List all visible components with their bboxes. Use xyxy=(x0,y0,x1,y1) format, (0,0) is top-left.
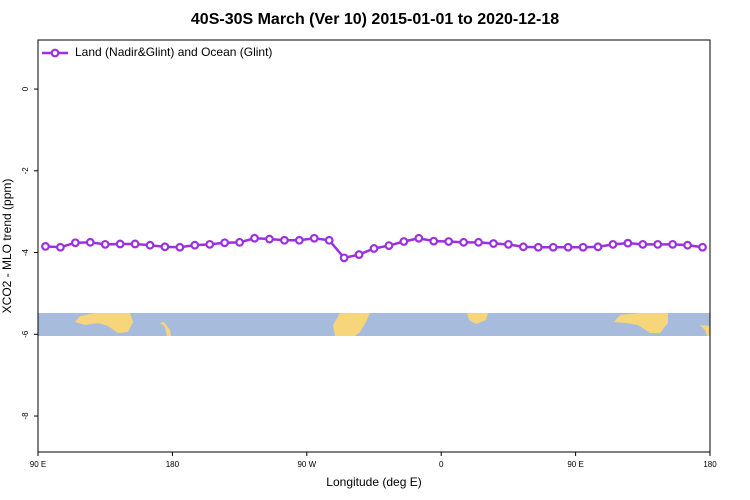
data-point xyxy=(384,241,394,250)
legend-label: Land (Nadir&Glint) and Ocean (Glint) xyxy=(75,45,272,59)
data-point xyxy=(414,233,424,243)
legend-marker xyxy=(50,48,60,58)
map-strip xyxy=(38,313,710,336)
data-point xyxy=(115,239,125,249)
data-point xyxy=(474,237,483,247)
data-point xyxy=(548,242,558,252)
plot-frame xyxy=(37,39,711,453)
x-tick-label: 0 xyxy=(439,460,444,469)
data-point xyxy=(518,242,528,252)
data-point xyxy=(85,237,95,247)
data-point xyxy=(593,242,603,252)
data-point xyxy=(250,233,259,243)
data-point xyxy=(145,240,155,250)
data-point xyxy=(175,242,185,252)
data-point xyxy=(489,239,498,248)
data-point xyxy=(324,235,334,245)
ocean xyxy=(38,313,710,336)
data-point xyxy=(70,238,80,248)
x-axis-label: Longitude (deg E) xyxy=(326,475,421,489)
data-point xyxy=(100,239,110,249)
x-tick-label: 180 xyxy=(166,460,180,469)
y-axis-label: XCO2 - MLO trend (ppm) xyxy=(0,179,14,314)
data-point xyxy=(668,239,678,249)
data-point xyxy=(280,235,289,245)
x-tick-label: 90 E xyxy=(30,460,46,469)
data-point xyxy=(533,242,543,252)
data-point xyxy=(160,242,170,252)
data-point xyxy=(205,239,215,249)
data-point xyxy=(459,237,469,247)
data-point xyxy=(265,234,274,244)
data-point xyxy=(444,237,454,246)
data-point xyxy=(294,235,304,245)
y-tick-label: -4 xyxy=(21,248,30,256)
data-point xyxy=(563,242,573,252)
data-point xyxy=(698,242,707,252)
y-tick-label: -6 xyxy=(21,330,30,338)
data-point xyxy=(41,242,50,251)
land xyxy=(75,313,710,336)
chart-title: 40S-30S March (Ver 10) 2015-01-01 to 202… xyxy=(191,11,559,28)
data-point xyxy=(608,239,618,249)
data-point xyxy=(339,253,349,263)
data-point xyxy=(504,239,513,249)
data-point xyxy=(309,233,319,243)
x-tick-label: 90 W xyxy=(297,460,316,469)
x-tick-label: 180 xyxy=(703,460,717,469)
data-point xyxy=(369,244,379,253)
data-point xyxy=(623,238,633,248)
data-point xyxy=(429,236,439,246)
x-tick-label: 90 E xyxy=(567,460,583,469)
y-tick-label: -8 xyxy=(21,412,30,420)
data-point xyxy=(653,239,663,249)
data-point xyxy=(190,240,200,250)
data-point xyxy=(354,250,364,259)
data-point xyxy=(220,238,230,248)
data-point xyxy=(578,242,588,252)
y-tick-label: 0 xyxy=(21,86,30,91)
data-point xyxy=(235,237,245,247)
data-point xyxy=(399,237,409,246)
y-tick-label: -2 xyxy=(21,167,30,175)
data-point xyxy=(56,242,65,252)
data-point xyxy=(683,240,692,250)
data-point xyxy=(638,239,648,249)
data-point xyxy=(130,239,140,249)
